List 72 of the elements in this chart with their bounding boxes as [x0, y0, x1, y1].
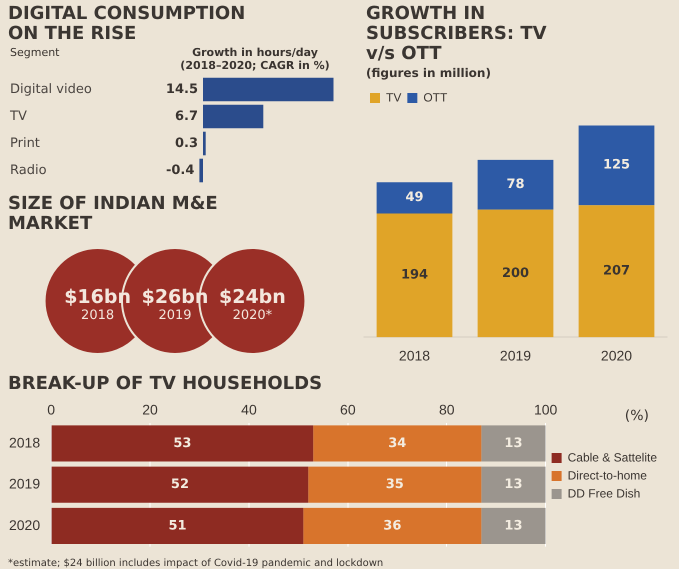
y-axis-title: Segment [10, 46, 60, 61]
category-label: 2020* [232, 308, 273, 323]
data-label: 207 [602, 264, 630, 279]
data-label: 13 [504, 436, 523, 451]
y-tick-label: Radio [10, 162, 47, 178]
bar [313, 425, 482, 462]
data-label: 51 [168, 518, 187, 534]
x-axis-title: (%) [624, 408, 649, 424]
legend-label: Cable & Sattelite [568, 450, 658, 464]
data-label: 0.3 [174, 136, 198, 151]
data-label: 53 [173, 436, 192, 451]
legend-label: Direct-to-home [568, 468, 648, 482]
bar [481, 466, 546, 503]
y-tick-label: 2019 [8, 476, 40, 492]
bar [481, 425, 546, 462]
bar [376, 182, 452, 214]
x-tick-label: 2018 [398, 347, 430, 364]
y-tick-label: Print [10, 136, 40, 151]
y-tick-label: Digital video [10, 82, 92, 97]
bar [478, 160, 554, 210]
category-label: 2019 [158, 308, 192, 323]
data-label: $24bn [219, 286, 286, 308]
chart-title: GROWTH IN SUBSCRIBERS: TV v/s OTT [365, 2, 548, 64]
bar [308, 466, 482, 503]
bar [203, 132, 206, 156]
data-label: 36 [383, 518, 402, 534]
bar [578, 205, 654, 338]
x-tick-label: 2020 [600, 347, 632, 364]
x-tick-label: 100 [534, 401, 558, 418]
data-label: 13 [504, 477, 523, 492]
text: SIZE OF INDIAN M&E MARKET [7, 192, 219, 234]
bar [199, 158, 203, 182]
data-label: 34 [388, 436, 406, 451]
bar [481, 508, 546, 544]
bar [203, 78, 334, 102]
data-label: 6.7 [174, 108, 198, 124]
bar [52, 425, 314, 462]
bar [478, 210, 554, 338]
legend-label: DD Free Dish [568, 486, 640, 500]
data-label: 35 [386, 477, 404, 492]
data-label: 14.5 [166, 82, 198, 97]
text: *estimate; $24 billion includes impact of Covid-19 pandemic and lockdown [7, 558, 384, 569]
legend-label: TV [386, 90, 402, 104]
chart-title: BREAK-UP OF TV HOUSEHOLDS [7, 372, 324, 394]
data-label: 125 [602, 158, 630, 173]
chart-subtitle: (figures in million) [365, 65, 492, 82]
chart-title: DIGITAL CONSUMPTION ON THE RISE [7, 2, 246, 44]
bar [376, 213, 452, 338]
y-tick-label: 2018 [8, 434, 40, 450]
y-tick-label: 2020 [8, 516, 40, 533]
data-label: 200 [502, 266, 530, 281]
data-label: 49 [405, 190, 424, 206]
data-label: 13 [504, 518, 523, 534]
data-label: 78 [506, 177, 525, 192]
data-label: 194 [400, 268, 428, 283]
x-tick-label: 40 [241, 401, 257, 418]
legend-label: OTT [423, 90, 448, 104]
x-tick-label: 2019 [500, 347, 532, 364]
data-label: -0.4 [166, 162, 194, 178]
bar [52, 508, 304, 544]
x-tick-label: 80 [438, 401, 455, 418]
x-tick-label: 0 [47, 401, 56, 418]
category-label: 2018 [81, 308, 114, 323]
data-label: 52 [170, 477, 190, 492]
bar [303, 508, 482, 544]
bar [203, 104, 264, 128]
y-tick-label: TV [9, 108, 27, 124]
bar [578, 125, 654, 206]
bar [52, 466, 308, 503]
x-tick-label: 20 [142, 401, 158, 418]
x-axis-title: Growth in hours/day (2018–2020; CAGR in %) [179, 46, 331, 72]
x-tick-label: 60 [340, 401, 356, 418]
